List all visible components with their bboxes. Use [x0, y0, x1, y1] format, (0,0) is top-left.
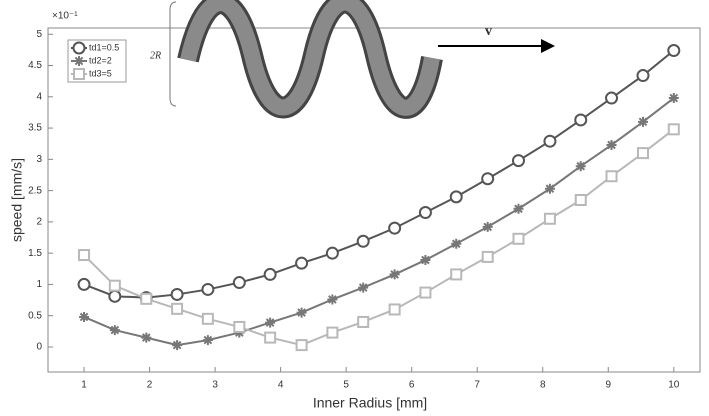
marker-circle — [388, 221, 402, 235]
marker-asterisk — [296, 307, 307, 318]
y-tick-label: 1.5 — [28, 248, 42, 259]
marker-square — [357, 315, 370, 328]
x-tick-label: 2 — [147, 380, 153, 391]
marker-square — [667, 123, 680, 136]
marker-square — [574, 194, 587, 206]
marker-square — [388, 303, 401, 316]
legend-marker — [74, 56, 84, 66]
marker-asterisk — [141, 332, 152, 343]
series-line — [83, 97, 675, 347]
marker-asterisk — [109, 325, 120, 336]
marker-circle — [543, 134, 557, 148]
marker-square — [78, 249, 91, 262]
marker-circle — [418, 206, 432, 220]
y-tick-label: 0.5 — [28, 310, 42, 321]
marker-circle — [605, 91, 619, 105]
x-tick-label: 7 — [474, 380, 480, 391]
legend-marker — [72, 41, 86, 55]
marker-circle — [232, 276, 246, 290]
marker-square — [419, 286, 432, 299]
marker-square — [481, 250, 494, 263]
marker-asterisk — [637, 116, 648, 127]
marker-asterisk — [172, 340, 183, 351]
inset-illustration: 2R v — [150, 0, 555, 119]
marker-square — [512, 232, 525, 245]
legend: td1=0.5 td2=2 td3=5 — [67, 39, 127, 83]
y-tick-label: 4.5 — [28, 60, 42, 71]
marker-asterisk — [327, 294, 338, 305]
bracket — [169, 1, 177, 107]
marker-asterisk — [668, 93, 679, 104]
marker-square — [108, 279, 121, 292]
marker-asterisk — [575, 161, 586, 172]
marker-circle — [511, 154, 525, 168]
y-tick-label: 0 — [36, 342, 42, 353]
marker-square — [605, 170, 618, 183]
marker-square — [636, 147, 649, 160]
marker-asterisk — [606, 139, 617, 150]
marker-asterisk — [79, 311, 90, 322]
marker-asterisk — [265, 317, 276, 328]
y-tick-label: 2.5 — [28, 185, 42, 196]
x-tick-label: 10 — [668, 380, 680, 391]
legend-label: td3=5 — [89, 68, 112, 78]
y-tick-label: 1 — [36, 279, 42, 290]
x-tick-label: 9 — [605, 380, 611, 391]
marker-asterisk — [544, 183, 555, 194]
marker-asterisk — [482, 221, 493, 232]
marker-circle — [295, 256, 309, 270]
marker-square — [233, 320, 246, 333]
y-tick-label: 3.5 — [28, 123, 42, 134]
y-tick-label: 3 — [36, 154, 42, 165]
x-tick-label: 1 — [81, 380, 87, 391]
x-tick-label: 8 — [540, 380, 546, 391]
marker-circle — [667, 44, 681, 58]
marker-circle — [449, 190, 463, 204]
marker-circle — [636, 69, 650, 83]
radius-label: 2R — [150, 50, 161, 61]
marker-asterisk — [513, 203, 524, 214]
marker-circle — [77, 277, 91, 291]
y-axis-label: speed [mm/s] — [9, 158, 25, 242]
x-tick-label: 3 — [212, 380, 218, 391]
legend-marker — [73, 68, 85, 80]
marker-asterisk — [389, 269, 400, 280]
velocity-label: v — [485, 24, 492, 39]
marker-asterisk — [420, 255, 431, 266]
y-tick-label: 2 — [36, 217, 42, 228]
marker-square — [264, 331, 277, 344]
marker-circle — [356, 234, 370, 248]
marker-square — [295, 339, 308, 352]
marker-circle — [108, 289, 122, 303]
marker-circle — [481, 172, 495, 186]
marker-square — [450, 268, 463, 281]
marker-asterisk — [202, 335, 213, 346]
x-tick-label: 4 — [278, 380, 284, 391]
wave-tube — [180, 0, 440, 116]
marker-circle — [325, 246, 339, 260]
axis-multiplier: ×10⁻¹ — [52, 11, 78, 22]
marker-circle — [574, 113, 588, 127]
legend-label: td2=2 — [89, 55, 112, 65]
marker-circle — [201, 282, 215, 296]
marker-asterisk — [451, 238, 462, 249]
marker-square — [201, 312, 214, 325]
marker-circle — [170, 287, 184, 301]
x-tick-label: 5 — [343, 380, 349, 391]
marker-square — [326, 326, 339, 339]
x-tick-label: 6 — [409, 380, 415, 391]
y-tick-label: 4 — [36, 91, 42, 102]
marker-circle — [263, 267, 277, 281]
marker-asterisk — [358, 282, 369, 293]
marker-square — [171, 302, 184, 315]
y-tick-label: 5 — [36, 29, 42, 40]
legend-label: td1=0.5 — [89, 42, 119, 52]
x-axis-label: Inner Radius [mm] — [313, 395, 427, 411]
marker-square — [543, 212, 556, 225]
marker-square — [140, 292, 153, 305]
arrow-head — [541, 39, 555, 53]
